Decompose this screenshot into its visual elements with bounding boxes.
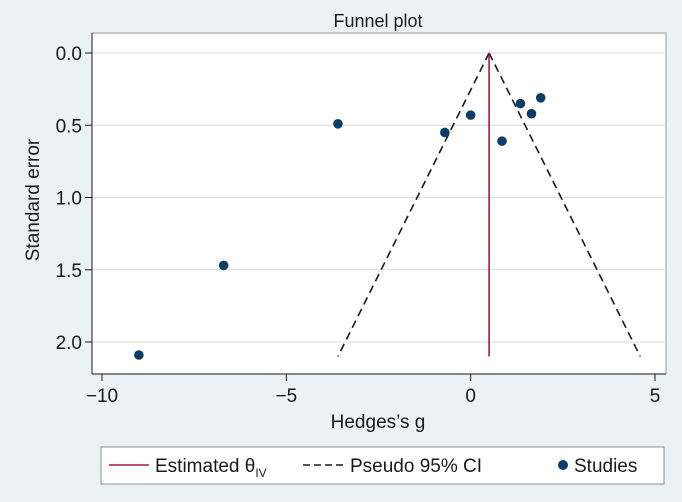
x-axis-ticks: −10 −5 0 5 — [86, 374, 660, 407]
ci-line-1 — [488, 52, 641, 357]
y-axis-label: Standard error — [23, 138, 44, 261]
y-tick-label-0: 0.0 — [56, 44, 82, 65]
plot-area — [91, 32, 667, 375]
study-point-1 — [218, 260, 229, 271]
x-tick-label-0: −10 — [86, 386, 118, 407]
x-tick-label-1: −5 — [275, 386, 297, 407]
y-tick-label-2: 1.0 — [56, 189, 82, 210]
chart-title: Funnel plot — [333, 11, 422, 31]
study-point-3 — [440, 127, 450, 138]
y-tick-label-3: 1.5 — [56, 261, 82, 282]
y-tick-label-1: 0.5 — [56, 116, 82, 137]
study-point-8 — [535, 92, 546, 103]
legend-box — [100, 446, 665, 485]
study-point-4 — [465, 110, 476, 120]
x-axis-label: Hedges’s g — [331, 412, 426, 433]
ci-line-0 — [337, 52, 490, 357]
study-points — [134, 92, 546, 360]
legend-ci-label: Pseudo 95% CI — [350, 456, 482, 477]
y-tick-label-4: 2.0 — [56, 333, 82, 354]
y-axis-ticks: 0.0 0.5 1.0 1.5 2.0 — [56, 44, 92, 354]
study-point-7 — [526, 108, 537, 119]
legend-estimate-label: Estimated θIV — [155, 456, 267, 480]
legend-studies-marker — [558, 460, 568, 470]
legend-studies-label: Studies — [574, 456, 637, 477]
pseudo-ci-lines — [337, 52, 641, 357]
legend: Estimated θIV Pseudo 95% CI Studies — [100, 446, 665, 485]
legend-estimate-subscript: IV — [255, 466, 266, 480]
study-point-5 — [497, 136, 507, 146]
x-tick-label-3: 5 — [650, 386, 661, 407]
study-point-0 — [134, 350, 144, 360]
x-tick-label-2: 0 — [465, 386, 476, 407]
gridlines — [92, 52, 666, 343]
study-point-6 — [515, 98, 526, 109]
study-point-2 — [333, 119, 343, 129]
